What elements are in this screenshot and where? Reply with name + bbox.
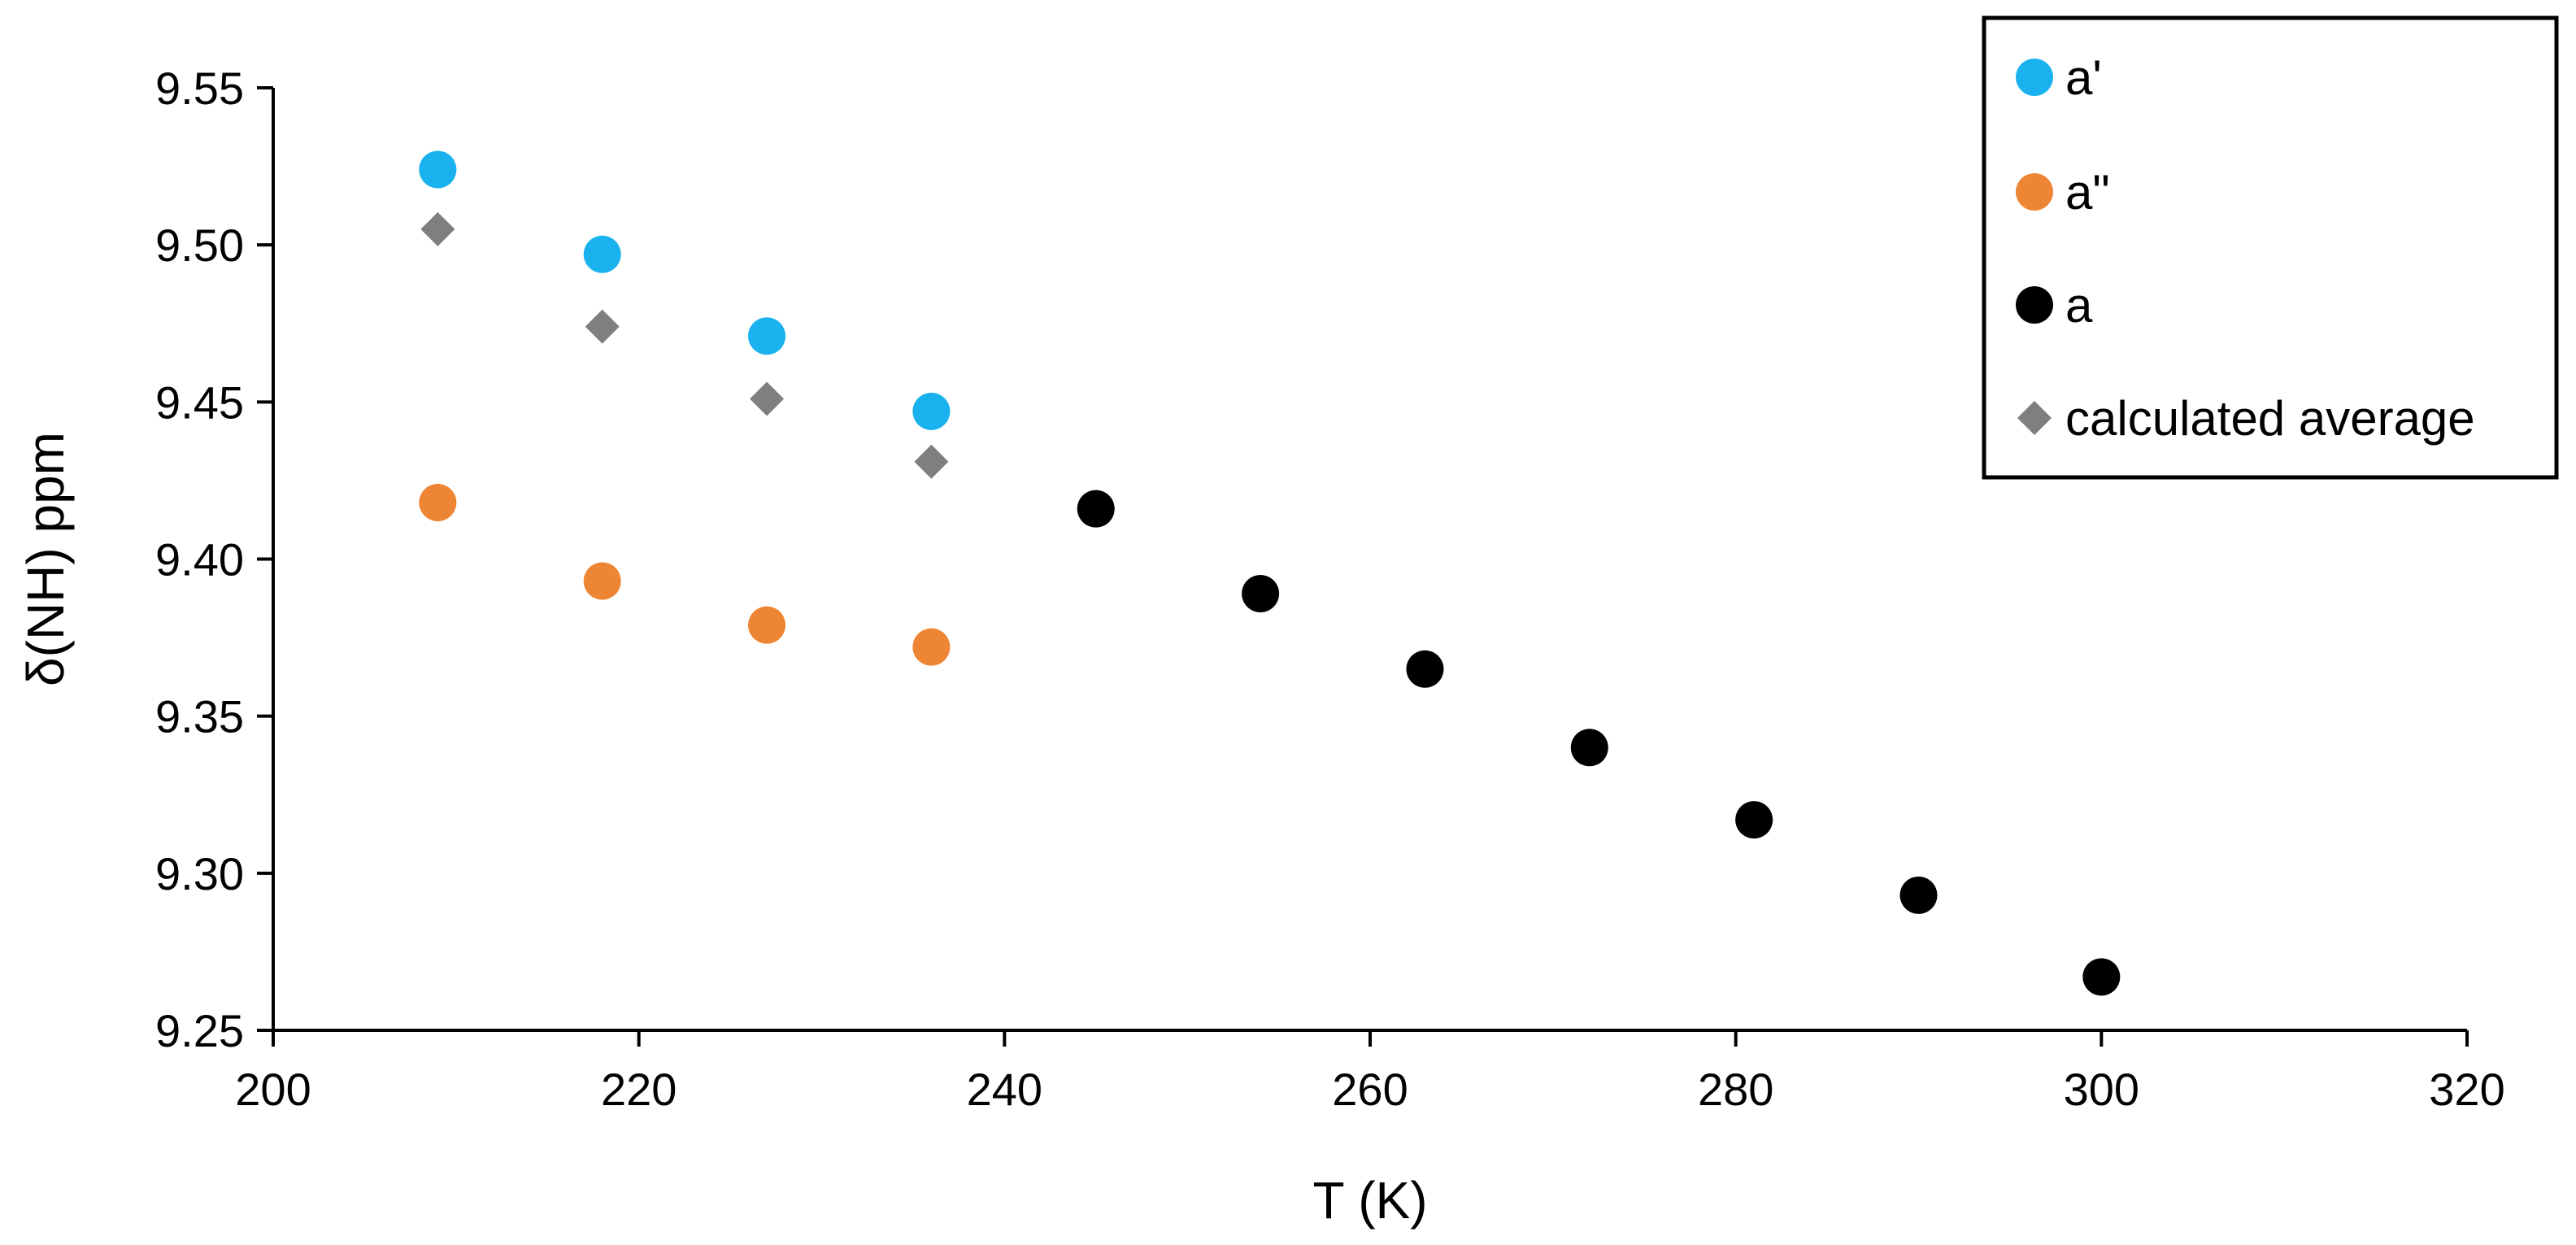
data-point-a (1406, 650, 1444, 688)
y-tick-labels: 9.25 9.30 9.35 9.40 9.45 9.50 9.55 (155, 63, 244, 1056)
x-tick-label: 200 (235, 1064, 311, 1115)
x-tick-labels: 200 220 240 260 280 300 320 (235, 1064, 2504, 1115)
data-point-a-double-prime (748, 606, 786, 644)
legend-marker-a-double-prime (2016, 173, 2053, 211)
legend-marker-a (2016, 286, 2053, 324)
y-tick-label: 9.45 (155, 377, 244, 428)
y-axis-label: δ(NH) ppm (16, 432, 75, 686)
data-point-calculated-average (750, 381, 785, 416)
data-point-calculated-average (585, 309, 620, 344)
legend-box (1982, 15, 2559, 480)
legend-label: a' (2065, 50, 2102, 105)
y-tick-label: 9.30 (155, 848, 244, 899)
legend-marker-calculated-average (2017, 401, 2052, 435)
legend-label: a" (2065, 165, 2110, 220)
data-point-a (1899, 876, 1938, 914)
y-tick-label: 9.40 (155, 534, 244, 585)
y-tick-label: 9.35 (155, 691, 244, 742)
data-point-a-double-prime (583, 562, 621, 600)
legend: a' a" a calculated average (1982, 15, 2559, 480)
data-point-calculated-average (420, 211, 455, 246)
axes (257, 86, 2469, 1047)
y-tick-label: 9.50 (155, 220, 244, 271)
data-point-calculated-average (914, 444, 949, 479)
legend-marker-a-prime (2016, 59, 2053, 96)
data-point-a-double-prime (419, 483, 457, 521)
data-point-a-double-prime (912, 628, 951, 666)
x-tick-label: 320 (2429, 1064, 2504, 1115)
x-axis-label: T (K) (1312, 1171, 1427, 1230)
data-point-a-prime (583, 235, 621, 273)
data-point-a (1242, 574, 1280, 612)
x-tick-label: 240 (967, 1064, 1042, 1115)
x-tick-label: 260 (1332, 1064, 1408, 1115)
legend-label: a (2065, 278, 2093, 333)
y-tick-label: 9.55 (155, 63, 244, 114)
data-point-a (1735, 801, 1773, 839)
x-tick-label: 280 (1698, 1064, 1773, 1115)
data-markers (419, 150, 2121, 996)
data-point-a (1570, 729, 1608, 767)
data-point-a-prime (912, 392, 951, 430)
legend-label: calculated average (2065, 391, 2475, 446)
x-tick-label: 300 (2064, 1064, 2139, 1115)
data-point-a-prime (748, 317, 786, 355)
y-tick-label: 9.25 (155, 1005, 244, 1056)
data-point-a-prime (419, 150, 457, 189)
data-point-a (1077, 490, 1115, 528)
x-tick-label: 220 (601, 1064, 677, 1115)
data-point-a (2082, 958, 2121, 996)
